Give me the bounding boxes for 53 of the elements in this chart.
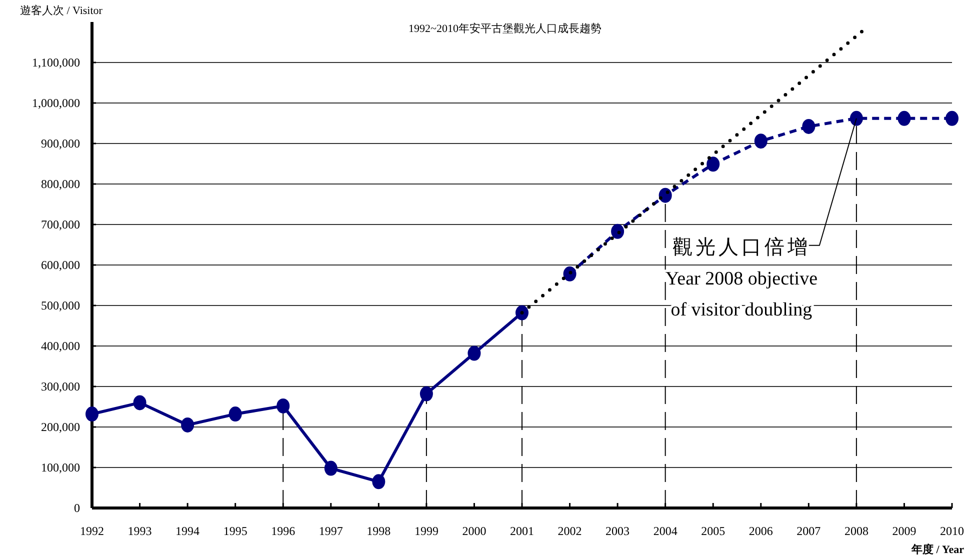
x-tick-label: 2003 xyxy=(606,524,630,538)
x-tick-label: 2009 xyxy=(892,524,916,538)
x-tick-label: 2002 xyxy=(558,524,582,538)
point xyxy=(802,118,816,134)
point xyxy=(946,110,958,126)
y-tick-label: 200,000 xyxy=(41,420,80,434)
x-tick-label: 1992 xyxy=(80,524,104,538)
y-tick-label: 600,000 xyxy=(41,258,80,272)
x-tick-label: 1996 xyxy=(271,524,296,538)
x-tick-label: 2001 xyxy=(510,524,534,538)
y-tick-label: 1,100,000 xyxy=(32,56,80,70)
x-tick-label: 2004 xyxy=(653,524,678,538)
y-tick-label: 800,000 xyxy=(41,177,80,191)
x-tick-label: 2010 xyxy=(940,524,964,538)
point xyxy=(611,224,624,239)
y-tick-label: 300,000 xyxy=(41,380,80,394)
point xyxy=(850,110,863,126)
y-axis-title: 遊客人次 / Visitor xyxy=(20,4,103,17)
x-tick-label: 1999 xyxy=(414,524,438,538)
point xyxy=(181,417,194,432)
x-tick-label: 1997 xyxy=(318,524,343,538)
point xyxy=(372,474,386,490)
x-tick-label: 2005 xyxy=(701,524,726,538)
point xyxy=(898,110,911,126)
x-tick-label: 2007 xyxy=(796,524,821,538)
point xyxy=(468,346,481,361)
point xyxy=(276,398,290,414)
point xyxy=(516,305,528,320)
point xyxy=(754,134,768,149)
x-tick-label: 2006 xyxy=(748,524,773,538)
annotation: 觀光人口倍增 Year 2008 objective of visitor doubling xyxy=(665,234,818,320)
y-tick-label: 400,000 xyxy=(41,339,80,353)
point xyxy=(86,406,98,422)
point xyxy=(324,460,338,476)
x-tick-label: 1994 xyxy=(176,524,200,538)
chart-title: 1992~2010年安平古堡觀光人口成長趨勢 xyxy=(408,22,602,35)
x-tick-label: 2008 xyxy=(844,524,868,538)
x-tick-label: 1995 xyxy=(223,524,248,538)
x-tick-label: 1998 xyxy=(366,524,391,538)
point xyxy=(563,266,576,282)
x-tick-label: 2000 xyxy=(462,524,486,538)
x-axis-title: 年度 / Year xyxy=(910,543,964,556)
y-tick-label: 500,000 xyxy=(41,298,80,312)
y-tick-label: 0 xyxy=(74,501,80,515)
y-tick-label: 900,000 xyxy=(41,136,80,150)
point xyxy=(228,406,242,422)
y-tick-label: 100,000 xyxy=(41,460,80,474)
point xyxy=(706,156,720,172)
x-tick-label: 1993 xyxy=(128,524,152,538)
point xyxy=(133,395,146,410)
y-tick-label: 1,000,000 xyxy=(32,96,80,110)
point xyxy=(420,386,433,402)
y-tick-label: 700,000 xyxy=(41,218,80,232)
